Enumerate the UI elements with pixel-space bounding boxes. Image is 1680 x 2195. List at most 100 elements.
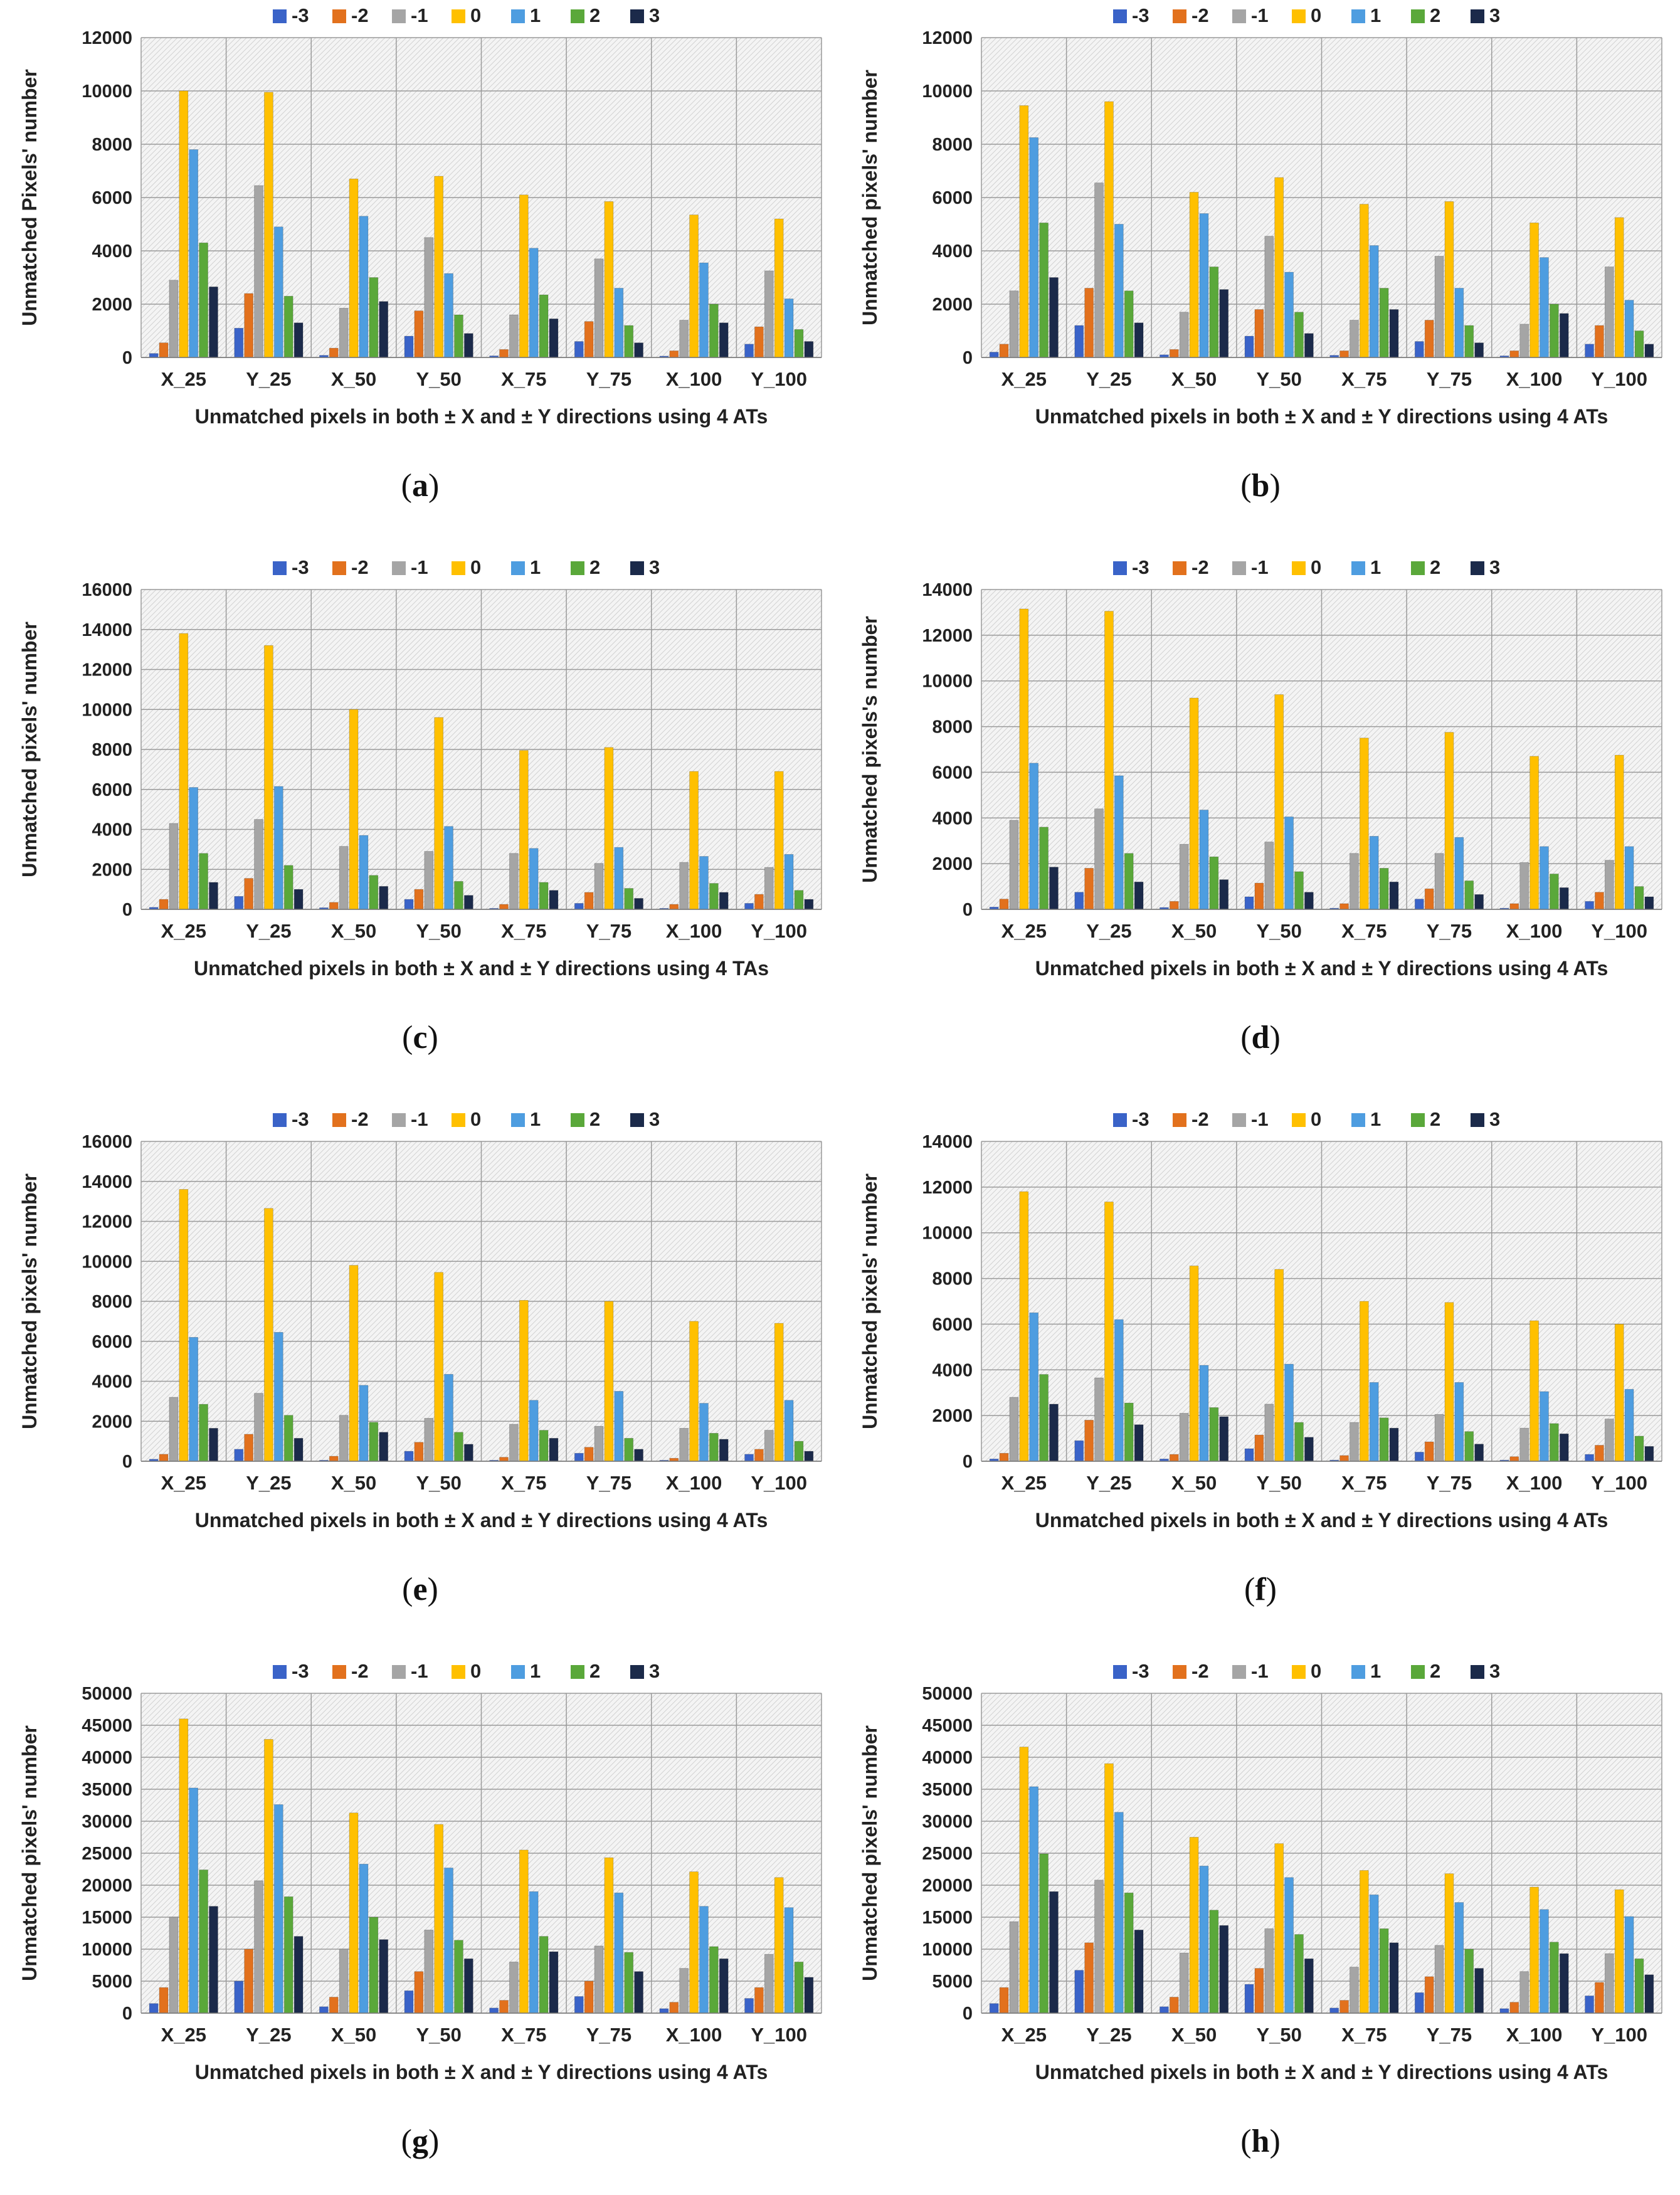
y-axis-label: Unmatched Pixels' number xyxy=(18,69,41,326)
y-tick-label: 6000 xyxy=(92,188,132,208)
legend-label: -3 xyxy=(292,4,309,26)
legend-label: 1 xyxy=(530,1660,541,1682)
legend-swatch xyxy=(1411,1113,1425,1127)
legend-label: -1 xyxy=(411,1108,428,1130)
legend-swatch xyxy=(1232,1665,1246,1679)
bar-series-3-Y_75 xyxy=(634,898,643,910)
legend-label: 3 xyxy=(1489,1660,1500,1682)
bar-series--2-X_25 xyxy=(999,1452,1009,1462)
bar-series-3-Y_25 xyxy=(1134,1929,1144,2014)
legend-swatch xyxy=(452,1113,465,1127)
y-axis-label: Unmatched pixels's number xyxy=(858,616,881,883)
y-tick-label: 0 xyxy=(963,348,973,368)
bar-series--2-Y_75 xyxy=(1424,888,1434,910)
x-axis-label: Unmatched pixels in both ± X and ± Y dir… xyxy=(1035,405,1609,428)
bar-series--3-Y_25 xyxy=(234,1449,244,1462)
bar-series-2-Y_25 xyxy=(1124,290,1134,358)
bar-series-0-X_50 xyxy=(1189,1837,1199,2014)
bar-series--2-Y_100 xyxy=(754,1449,764,1462)
bar-series-1-Y_50 xyxy=(1284,817,1294,910)
bar-series-3-Y_100 xyxy=(1644,896,1654,910)
bar-series-1-Y_100 xyxy=(1624,1388,1634,1462)
bar-series--2-Y_25 xyxy=(1084,868,1094,910)
bar-series--2-X_75 xyxy=(1339,903,1349,910)
legend-label: 1 xyxy=(1370,1108,1381,1130)
bar-series-1-X_100 xyxy=(699,262,709,358)
bar-series--1-X_50 xyxy=(339,307,349,358)
bar-series--1-Y_100 xyxy=(764,867,774,910)
bar-series--1-Y_50 xyxy=(424,1418,434,1462)
chart-panel-d: 0 2000 4000 6000 8000 10000 12000 14000 X_25 Y_25… xyxy=(853,552,1668,1079)
bar-series--3-Y_100 xyxy=(1585,901,1594,910)
y-tick-label: 8000 xyxy=(92,135,132,155)
bar-series-0-Y_100 xyxy=(1614,217,1624,358)
bar-series--3-X_50 xyxy=(1160,2006,1169,2014)
legend-label: 3 xyxy=(1489,4,1500,26)
bar-series-3-X_25 xyxy=(1049,277,1059,358)
bar-series--3-Y_25 xyxy=(1074,1440,1084,1462)
bar-series--1-Y_50 xyxy=(1264,1404,1274,1462)
bar-series-2-X_75 xyxy=(1379,1928,1389,2014)
y-axis-label: Unmatched pixels' number xyxy=(858,1173,881,1429)
bar-series--2-Y_50 xyxy=(1254,1434,1264,1462)
bar-series-0-Y_25 xyxy=(1104,1202,1114,1462)
y-tick-label: 20000 xyxy=(922,1876,973,1896)
legend-swatch xyxy=(630,1113,644,1127)
bar-series-1-Y_25 xyxy=(1114,1812,1124,2014)
x-tick-label: Y_75 xyxy=(586,920,631,942)
legend-swatch xyxy=(1351,561,1365,575)
legend-swatch xyxy=(1471,1665,1484,1679)
bar-series--1-Y_100 xyxy=(764,1430,774,1462)
legend-label: -2 xyxy=(351,556,369,578)
legend-swatch xyxy=(511,561,525,575)
bar-series--2-Y_50 xyxy=(414,889,424,910)
legend-swatch xyxy=(273,1113,287,1127)
legend-swatch xyxy=(1173,9,1186,23)
bar-series--1-Y_75 xyxy=(594,258,604,358)
y-tick-label: 5000 xyxy=(932,1972,973,1992)
legend-swatch xyxy=(1351,9,1365,23)
bar-series--1-X_75 xyxy=(509,1961,519,2014)
legend-swatch xyxy=(1292,1665,1306,1679)
bar-series-1-X_25 xyxy=(1029,1786,1039,2014)
y-tick-label: 2000 xyxy=(92,860,132,880)
y-tick-label: 40000 xyxy=(82,1748,132,1768)
bar-series-3-Y_75 xyxy=(634,1971,643,2014)
bar-series--1-X_25 xyxy=(1009,820,1019,910)
caption-f: (f) xyxy=(1244,1572,1277,1607)
legend-swatch xyxy=(1471,561,1484,575)
legend-label: 3 xyxy=(1489,556,1500,578)
bar-series--1-Y_75 xyxy=(594,1945,604,2014)
bar-series--1-X_50 xyxy=(1179,312,1189,358)
x-tick-label: X_25 xyxy=(161,2024,206,2046)
legend-swatch xyxy=(1351,1113,1365,1127)
legend-label: 0 xyxy=(470,1108,481,1130)
bar-series-0-X_25 xyxy=(1019,1191,1029,1462)
bar-series-1-X_100 xyxy=(699,1906,709,2014)
bar-series-1-Y_75 xyxy=(1454,837,1464,910)
x-tick-label: Y_50 xyxy=(416,368,461,390)
bar-series-3-Y_75 xyxy=(1474,894,1484,910)
bar-series-1-Y_100 xyxy=(1624,846,1634,910)
bar-series--1-Y_100 xyxy=(1604,860,1614,910)
bar-series-2-Y_50 xyxy=(454,881,463,910)
bar-series-3-X_100 xyxy=(719,1958,729,2014)
bar-series-1-Y_25 xyxy=(273,226,283,358)
legend-label: -3 xyxy=(1132,1108,1149,1130)
bar-series-1-X_75 xyxy=(529,248,539,358)
y-tick-label: 4000 xyxy=(932,241,973,262)
legend-label: 3 xyxy=(649,1660,660,1682)
bar-series-3-X_100 xyxy=(1559,313,1569,358)
bar-series-1-Y_75 xyxy=(614,847,624,910)
y-tick-label: 6000 xyxy=(932,763,973,783)
bar-series-2-X_75 xyxy=(1379,868,1389,910)
x-tick-label: X_100 xyxy=(666,2024,722,2046)
y-tick-label: 10000 xyxy=(922,1224,973,1244)
x-tick-label: X_100 xyxy=(666,368,722,390)
legend-label: 2 xyxy=(1430,1660,1440,1682)
legend-swatch xyxy=(1411,561,1425,575)
y-tick-label: 4000 xyxy=(932,808,973,828)
bar-series--2-X_25 xyxy=(999,1987,1009,2014)
legend-label: 0 xyxy=(1311,4,1321,26)
y-axis-label: Unmatched pixels' number xyxy=(18,1725,41,1981)
